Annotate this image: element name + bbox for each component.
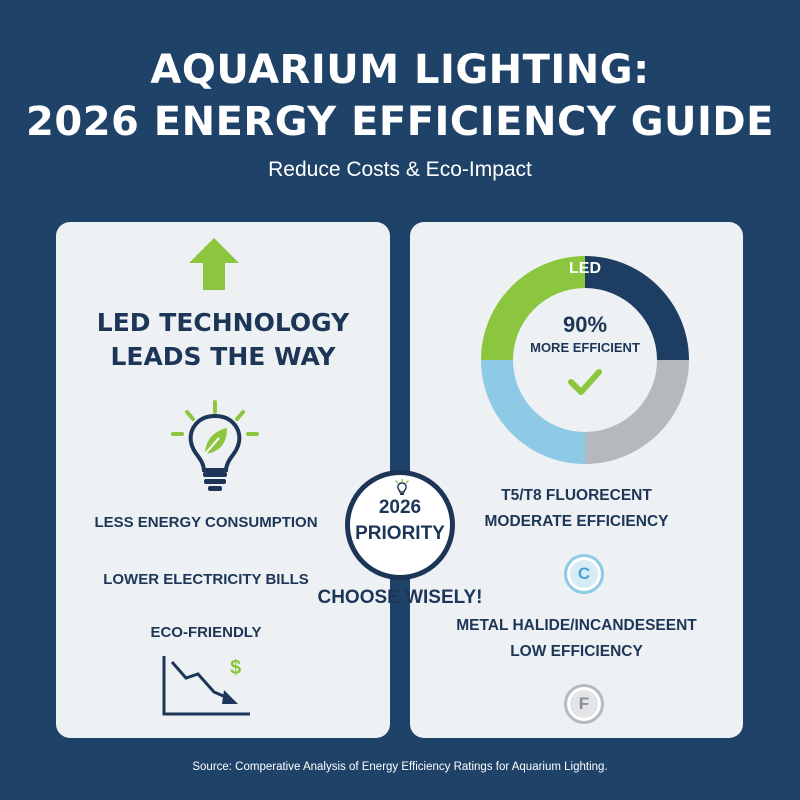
comparison-panel <box>410 222 743 738</box>
title-line-2: 2026 ENERGY EFFICIENCY GUIDE <box>26 99 774 145</box>
donut-label: LED <box>569 260 601 277</box>
fluorescent-block: T5/T8 FLUORECENT MODERATE EFFICIENCY <box>410 484 743 534</box>
page-title: AQUARIUM LIGHTING: 2026 ENERGY EFFICIENC… <box>0 44 800 148</box>
choose-wisely-text: CHOOSE WISELY! <box>317 587 483 608</box>
svg-text:$: $ <box>230 657 241 679</box>
led-heading-line-2: LEADS THE WAY <box>110 342 336 371</box>
halide-block: METAL HALIDE/INCANDESEENT LOW EFFICIENCY <box>410 614 743 664</box>
halide-title: METAL HALIDE/INCANDESEENT <box>456 617 697 634</box>
donut-caption: MORE EFFICIENT <box>530 340 640 355</box>
fluorescent-rating: MODERATE EFFICIENCY <box>484 513 669 530</box>
donut-segment-light-blue <box>481 360 585 464</box>
efficiency-donut: LED <box>481 256 689 464</box>
small-bulb-icon <box>395 479 409 495</box>
led-heading-line-1: LED TECHNOLOGY <box>96 308 350 337</box>
eco-bulb-icon <box>171 400 259 491</box>
fluorescent-title: T5/T8 FLUORECENT <box>501 487 652 504</box>
donut-segment-gray <box>585 360 689 464</box>
source-note: Source: Comperative Analysis of Energy E… <box>192 761 608 773</box>
led-heading: LED TECHNOLOGY LEADS THE WAY <box>56 306 390 374</box>
subtitle: Reduce Costs & Eco-Impact <box>268 158 532 181</box>
priority-badge: 2026 PRIORITY <box>345 470 455 580</box>
benefit-bills: LOWER ELECTRICITY BILLS <box>103 571 309 588</box>
donut-segment-navy <box>585 256 689 360</box>
up-arrow-icon <box>189 238 239 290</box>
grade-f-letter: F <box>578 694 590 713</box>
halide-rating: LOW EFFICIENCY <box>510 643 643 660</box>
badge-priority: PRIORITY <box>355 523 445 544</box>
badge-year: 2026 <box>378 497 422 518</box>
grade-c-badge: C <box>564 554 604 594</box>
title-line-1: AQUARIUM LIGHTING: <box>150 47 650 93</box>
declining-cost-chart-icon: $ <box>162 656 250 716</box>
check-icon <box>568 369 602 395</box>
benefit-eco: ECO-FRIENDLY <box>150 624 262 641</box>
donut-percent: 90% <box>562 312 608 337</box>
grade-f-badge: F <box>564 684 604 724</box>
grade-c-letter: C <box>577 564 591 583</box>
donut-segment-green <box>481 256 585 360</box>
benefit-energy: LESS ENERGY CONSUMPTION <box>94 514 318 531</box>
